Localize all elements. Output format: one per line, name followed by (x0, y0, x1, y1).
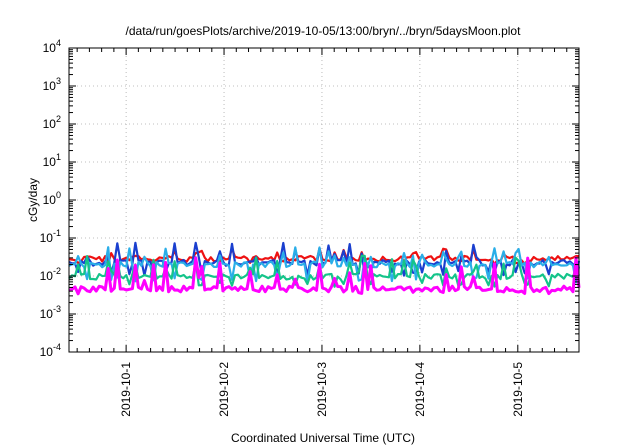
x-tick-label: 2019-10-2 (217, 362, 231, 417)
y-tick-label: 100 (43, 190, 61, 207)
x-tick-label: 2019-10-1 (119, 362, 133, 417)
y-tick-label: 102 (43, 114, 61, 131)
y-axis-label: cGy/day (26, 178, 40, 222)
series-line (68, 254, 581, 288)
grid (69, 48, 579, 352)
y-tick-label: 104 (43, 38, 61, 55)
x-tick-label: 2019-10-3 (315, 362, 329, 417)
axis-ticks: 10-4 10-3 10-2 10-1 100 101 102 103 104 2019-10-1… (40, 38, 580, 417)
y-tick-label: 103 (43, 76, 61, 93)
y-tick-label: 10-3 (40, 304, 61, 321)
y-tick-label: 101 (43, 152, 61, 169)
x-axis-label: Coordinated Universal Time (UTC) (231, 431, 415, 445)
series-line (68, 256, 581, 296)
y-tick-label: 10-4 (40, 342, 61, 359)
y-tick-label: 10-2 (40, 266, 61, 283)
series-group (68, 241, 581, 296)
y-tick-label: 10-1 (40, 228, 61, 245)
x-tick-label: 2019-10-5 (511, 362, 525, 417)
x-tick-label: 2019-10-4 (413, 362, 427, 417)
chart-title: /data/run/goesPlots/archive/2019-10-05/1… (126, 24, 522, 38)
